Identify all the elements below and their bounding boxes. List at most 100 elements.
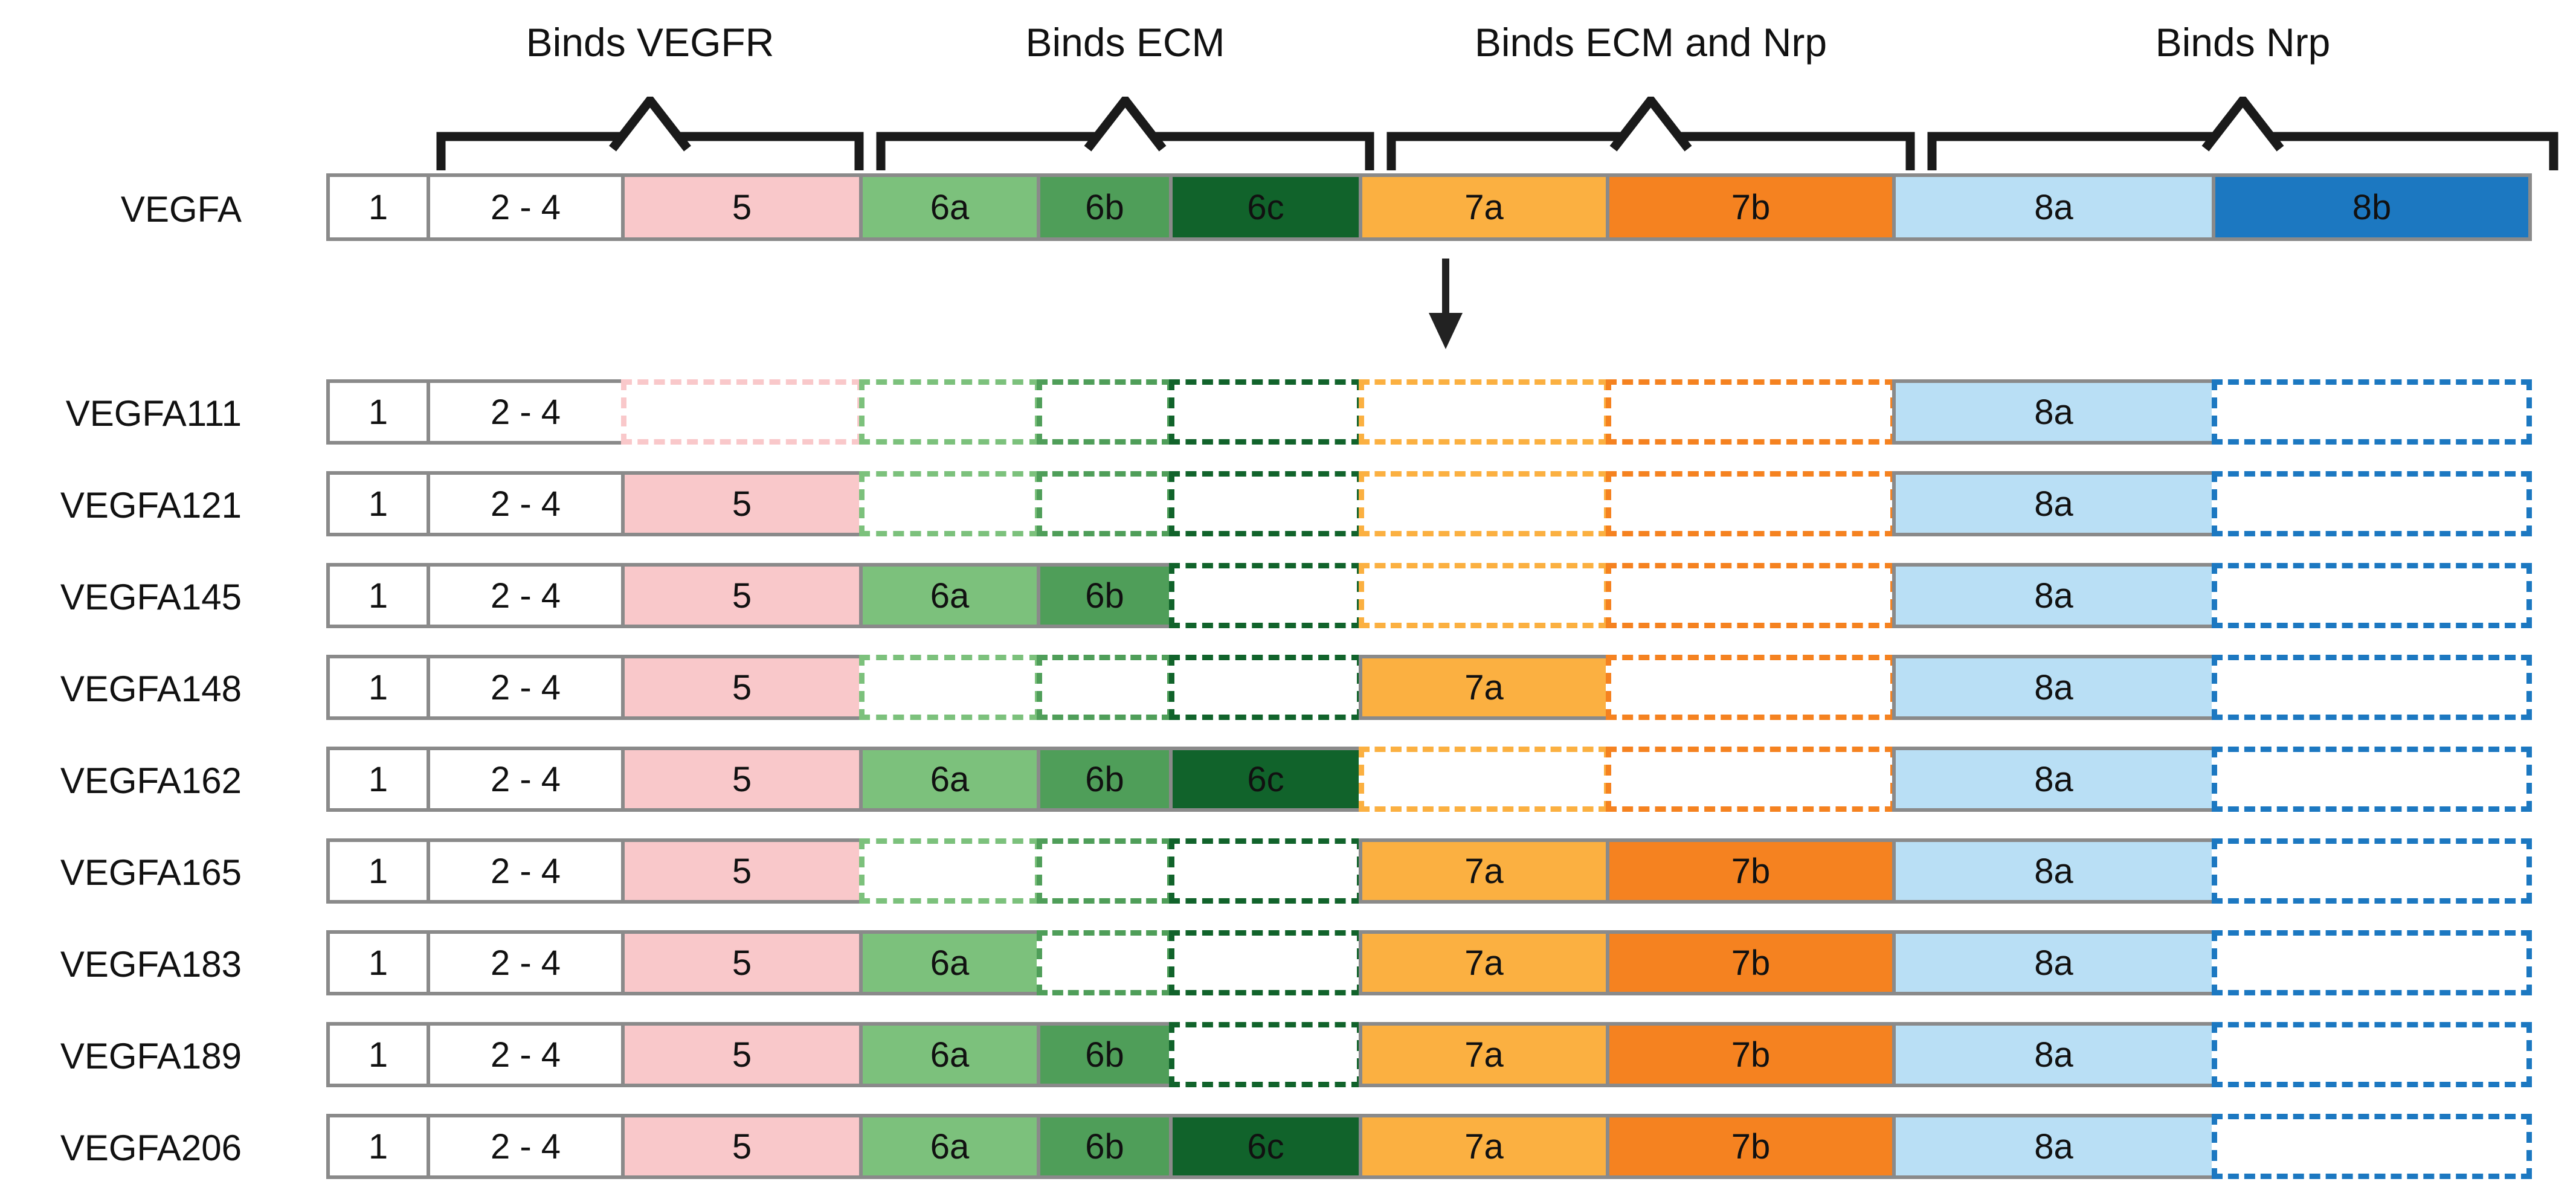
exon-missing-6c — [1169, 838, 1362, 904]
exon-box-6c: 6c — [1169, 747, 1362, 812]
exon-box-2-4: 2 - 4 — [427, 655, 625, 720]
exon-missing-6b — [1037, 471, 1173, 536]
exon-missing-6c — [1169, 655, 1362, 720]
exon-box-1: 1 — [326, 747, 430, 812]
isoform-label-vegfa111: VEGFA111 — [65, 393, 242, 434]
exon-box-7b: 7b — [1606, 1114, 1896, 1179]
isoform-label-vegfa162: VEGFA162 — [60, 760, 242, 801]
exon-missing-7a — [1359, 563, 1609, 628]
exon-box-5: 5 — [621, 838, 863, 904]
exon-box-1: 1 — [326, 838, 430, 904]
isoform-label-vegfa148: VEGFA148 — [60, 669, 242, 709]
exon-box-6b: 6b — [1037, 747, 1173, 812]
exon-box-1: 1 — [326, 173, 430, 241]
isoform-label-vegfa165: VEGFA165 — [60, 852, 242, 893]
exon-box-1: 1 — [326, 655, 430, 720]
bracket-ecm_nrp — [1386, 97, 1915, 170]
exon-box-6c: 6c — [1169, 1114, 1362, 1179]
exon-box-6a: 6a — [859, 563, 1040, 628]
exon-box-5: 5 — [621, 930, 863, 995]
exon-missing-8b — [2212, 838, 2532, 904]
exon-box-7b: 7b — [1606, 930, 1896, 995]
exon-missing-6b — [1037, 655, 1173, 720]
exon-missing-6a — [859, 471, 1040, 536]
exon-missing-7b — [1606, 471, 1896, 536]
exon-box-7b: 7b — [1606, 1022, 1896, 1087]
isoform-label-vegfa121: VEGFA121 — [60, 485, 242, 525]
exon-missing-7a — [1359, 747, 1609, 812]
exon-box-7a: 7a — [1359, 930, 1609, 995]
exon-missing-6b — [1037, 838, 1173, 904]
exon-box-6b: 6b — [1037, 1022, 1173, 1087]
exon-box-7a: 7a — [1359, 173, 1609, 241]
bracket-ecm — [876, 97, 1374, 170]
exon-box-6a: 6a — [859, 747, 1040, 812]
exon-box-8a: 8a — [1892, 1114, 2215, 1179]
bracket-nrp — [1927, 97, 2558, 170]
group-label-binds-ecm: Binds ECM — [1025, 20, 1225, 65]
exon-box-8a: 8a — [1892, 1022, 2215, 1087]
isoform-label-vegfa145: VEGFA145 — [60, 577, 242, 617]
exon-missing-6c — [1169, 563, 1362, 628]
exon-box-5: 5 — [621, 1114, 863, 1179]
exon-missing-6b — [1037, 379, 1173, 445]
exon-box-1: 1 — [326, 379, 430, 445]
exon-box-7b: 7b — [1606, 173, 1896, 241]
exon-missing-8b — [2212, 930, 2532, 995]
exon-missing-7b — [1606, 563, 1896, 628]
exon-box-5: 5 — [621, 655, 863, 720]
exon-box-5: 5 — [621, 173, 863, 241]
isoform-label-vegfa206: VEGFA206 — [60, 1128, 242, 1168]
exon-missing-8b — [2212, 379, 2532, 445]
exon-missing-7a — [1359, 379, 1609, 445]
exon-box-8a: 8a — [1892, 563, 2215, 628]
exon-box-6a: 6a — [859, 1022, 1040, 1087]
exon-box-1: 1 — [326, 471, 430, 536]
exon-box-2-4: 2 - 4 — [427, 173, 625, 241]
exon-box-6b: 6b — [1037, 563, 1173, 628]
exon-box-2-4: 2 - 4 — [427, 379, 625, 445]
exon-missing-5 — [621, 379, 863, 445]
exon-box-8b: 8b — [2212, 173, 2532, 241]
gene-label: VEGFA — [120, 189, 242, 230]
exon-box-2-4: 2 - 4 — [427, 563, 625, 628]
exon-missing-7b — [1606, 655, 1896, 720]
exon-box-7a: 7a — [1359, 1022, 1609, 1087]
exon-box-2-4: 2 - 4 — [427, 471, 625, 536]
exon-missing-8b — [2212, 471, 2532, 536]
exon-box-1: 1 — [326, 1022, 430, 1087]
exon-box-2-4: 2 - 4 — [427, 747, 625, 812]
exon-box-7a: 7a — [1359, 838, 1609, 904]
exon-missing-6c — [1169, 1022, 1362, 1087]
exon-box-5: 5 — [621, 1022, 863, 1087]
isoform-label-vegfa189: VEGFA189 — [60, 1036, 242, 1076]
exon-missing-7b — [1606, 379, 1896, 445]
exon-box-2-4: 2 - 4 — [427, 930, 625, 995]
exon-missing-6b — [1037, 930, 1173, 995]
exon-box-1: 1 — [326, 1114, 430, 1179]
exon-missing-8b — [2212, 747, 2532, 812]
group-label-binds-vegfr: Binds VEGFR — [526, 20, 774, 65]
exon-missing-6a — [859, 379, 1040, 445]
exon-box-5: 5 — [621, 471, 863, 536]
exon-box-6b: 6b — [1037, 1114, 1173, 1179]
exon-box-2-4: 2 - 4 — [427, 838, 625, 904]
bracket-vegfr — [436, 97, 864, 170]
exon-missing-7b — [1606, 747, 1896, 812]
exon-missing-7a — [1359, 471, 1609, 536]
exon-box-6a: 6a — [859, 930, 1040, 995]
group-label-binds-ecm-and-nrp: Binds ECM and Nrp — [1474, 20, 1827, 65]
exon-box-6c: 6c — [1169, 173, 1362, 241]
exon-box-7a: 7a — [1359, 655, 1609, 720]
exon-missing-6c — [1169, 930, 1362, 995]
exon-missing-6c — [1169, 471, 1362, 536]
